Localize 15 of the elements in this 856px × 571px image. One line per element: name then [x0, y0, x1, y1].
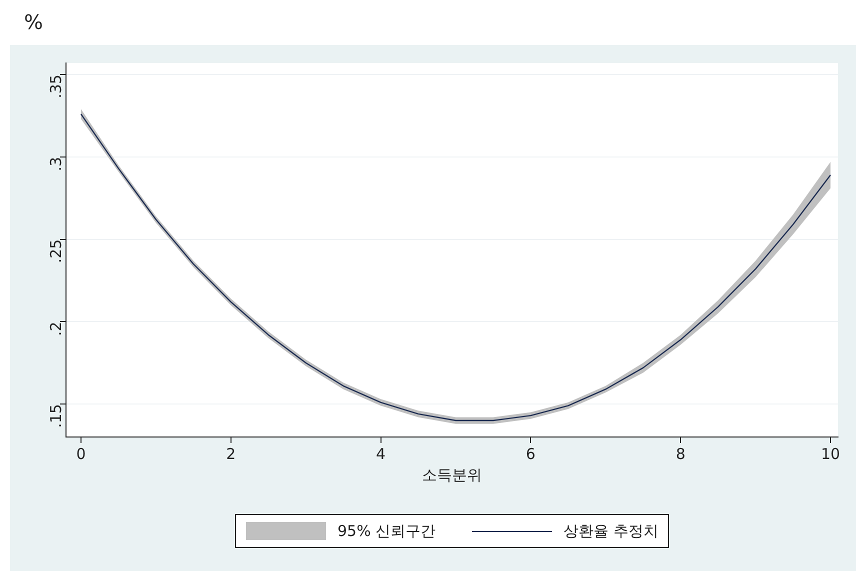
y-tick-label: .3: [46, 156, 65, 172]
y-tick-label: .35: [46, 74, 65, 98]
y-axis-title: %: [24, 10, 44, 34]
text: 상환율 추정치: [564, 522, 658, 540]
x-tick-label: 0: [76, 444, 86, 463]
x-tick-label: 2: [226, 444, 236, 463]
x-tick-label: 4: [376, 444, 386, 463]
y-tick-label: .2: [46, 322, 65, 336]
x-tick-label: 8: [676, 444, 686, 463]
text: 95% 신뢰구간: [338, 522, 436, 540]
x-axis-title: 소득분위: [422, 466, 482, 484]
y-tick-label: .25: [46, 239, 65, 264]
x-tick-label: 10: [820, 444, 840, 463]
y-tick-label: .15: [46, 404, 65, 428]
x-tick-label: 6: [526, 444, 536, 463]
